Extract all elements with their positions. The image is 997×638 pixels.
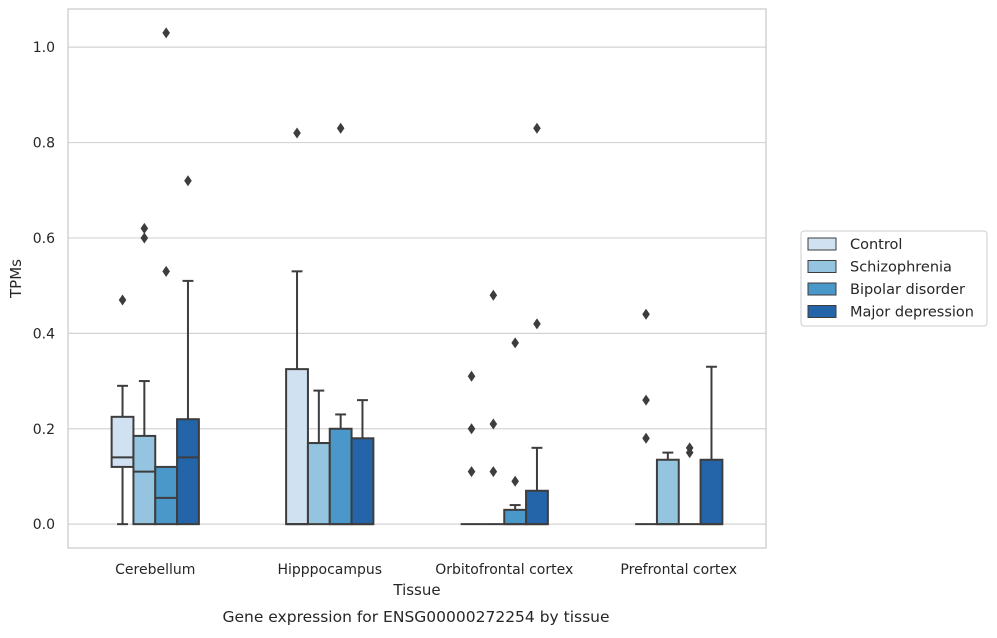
chart-caption: Gene expression for ENSG00000272254 by t… xyxy=(222,608,609,626)
y-tick-label: 0.2 xyxy=(33,422,55,438)
box-3-3 xyxy=(699,365,724,526)
legend-swatch xyxy=(807,260,837,273)
outlier-point xyxy=(642,394,650,406)
outlier-point xyxy=(467,466,476,478)
y-tick-label: 0.8 xyxy=(33,136,55,152)
x-tick-label: Hipppocampus xyxy=(277,562,382,578)
outlier-point xyxy=(467,423,476,435)
box-1-2 xyxy=(482,289,505,526)
box-0-1 xyxy=(285,127,309,526)
legend-label: Major depression xyxy=(850,305,974,321)
legend-label: Schizophrenia xyxy=(850,260,952,276)
box-rect xyxy=(154,465,179,526)
legend-swatch xyxy=(807,237,837,251)
x-tick-label: Orbitofrontal cortex xyxy=(435,562,573,578)
outlier-point xyxy=(489,289,498,301)
outlier-point xyxy=(162,265,170,277)
box-2-1 xyxy=(328,122,353,526)
outlier-point xyxy=(511,337,519,349)
legend-swatch xyxy=(807,282,837,296)
outlier-point xyxy=(140,222,149,234)
box-0-0 xyxy=(110,294,135,526)
y-tick-label: 1.0 xyxy=(33,40,55,56)
box-rect xyxy=(132,434,157,526)
y-tick-label: 0.6 xyxy=(33,231,55,247)
box-2-2 xyxy=(503,337,528,526)
y-axis-label: TPMs xyxy=(7,259,25,299)
x-tick-label: Cerebellum xyxy=(115,562,195,578)
box-rect xyxy=(176,418,200,526)
box-rect xyxy=(285,368,309,526)
box-0-2 xyxy=(460,370,483,526)
box-rect xyxy=(350,437,375,526)
outlier-point xyxy=(140,232,149,244)
box-rect xyxy=(328,427,353,526)
box-3-0 xyxy=(176,175,200,526)
legend: Control Schizophrenia Bipolar disorder Majo… xyxy=(800,230,988,327)
outlier-point xyxy=(511,475,519,487)
outlier-point xyxy=(489,466,498,478)
box-rect xyxy=(110,415,135,468)
outlier-point xyxy=(293,127,301,139)
outlier-point xyxy=(489,418,498,430)
legend-frame xyxy=(800,230,988,327)
box-rect xyxy=(655,458,680,526)
box-rect xyxy=(306,442,331,526)
x-axis-label: Tissue xyxy=(392,581,440,599)
outlier-point xyxy=(467,370,476,382)
outlier-point xyxy=(184,175,192,187)
box-3-2 xyxy=(525,122,549,526)
plot-frame xyxy=(67,8,767,549)
y-tick-labels: 0.0 0.2 0.4 0.6 0.8 1.0 xyxy=(33,40,55,533)
box-rect xyxy=(503,508,528,526)
outlier-point xyxy=(118,294,127,306)
box-2-0 xyxy=(154,27,179,526)
legend-label: Bipolar disorder xyxy=(850,282,965,298)
outlier-point xyxy=(162,27,170,39)
x-tick-label: Prefrontal cortex xyxy=(620,562,737,578)
outlier-point xyxy=(642,308,650,320)
outlier-point xyxy=(533,318,541,330)
grid-layer xyxy=(68,46,766,525)
box-0-3 xyxy=(635,308,657,526)
box-1-1 xyxy=(306,389,331,526)
box-rect xyxy=(699,458,724,526)
outlier-point xyxy=(685,442,694,454)
box-3-1 xyxy=(350,399,375,526)
box-1-0 xyxy=(132,222,157,526)
y-tick-label: 0.4 xyxy=(33,326,55,342)
box-2-3 xyxy=(678,442,701,526)
x-tick-labels: Cerebellum Hipppocampus Orbitofrontal cort… xyxy=(115,562,737,578)
legend-swatch xyxy=(807,305,837,318)
outlier-point xyxy=(533,122,541,134)
y-tick-label: 0.0 xyxy=(33,517,55,533)
outlier-point xyxy=(642,432,650,444)
outlier-point xyxy=(336,122,345,134)
legend-label: Control xyxy=(850,237,902,253)
box-1-3 xyxy=(655,451,680,526)
box-layer xyxy=(110,27,724,526)
box-rect xyxy=(525,489,549,526)
